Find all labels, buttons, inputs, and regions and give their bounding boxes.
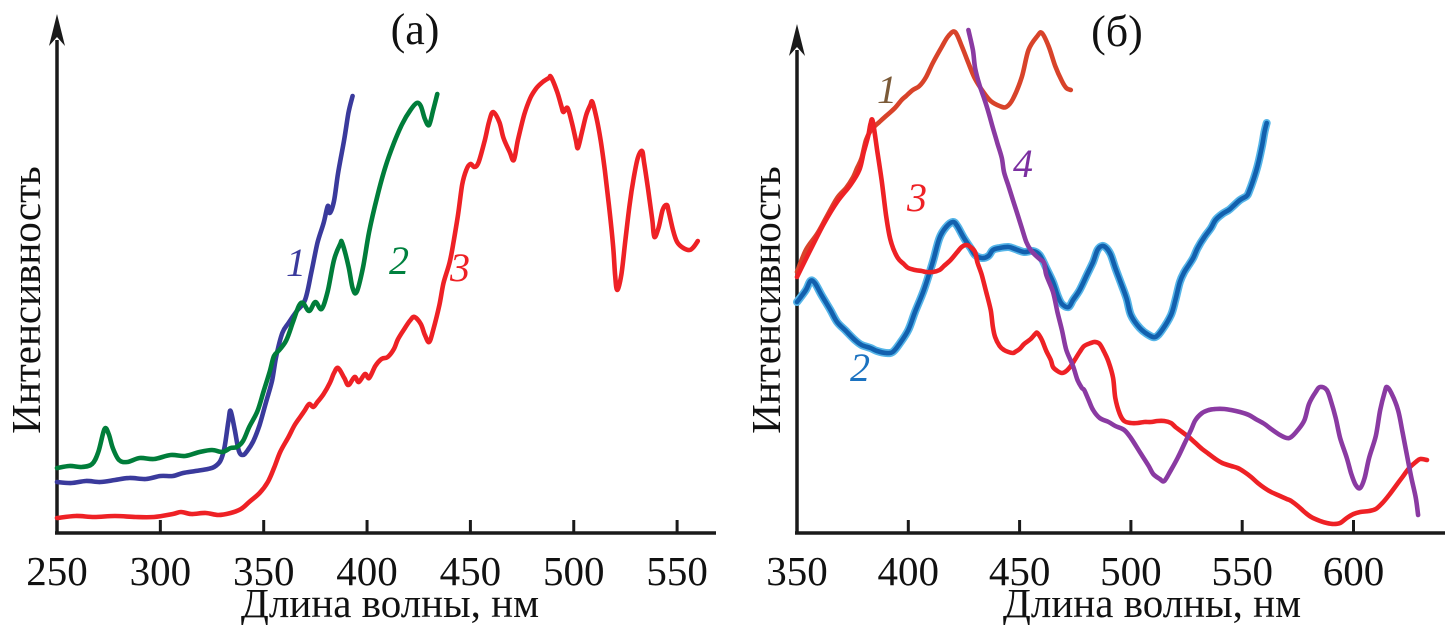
- x-tick-label-550: 550: [646, 548, 708, 594]
- x-tick-label-350: 350: [233, 548, 295, 594]
- curve-label-1: 1: [877, 67, 897, 112]
- curve-label-2: 2: [850, 345, 870, 390]
- panel-b-title: (б): [1091, 7, 1143, 56]
- panel-a-y-axis-label: Интенсивность: [3, 166, 49, 433]
- panel-b-y-axis-arrowhead: [789, 24, 805, 56]
- x-tick-label-250: 250: [26, 548, 88, 594]
- x-tick-label-300: 300: [130, 548, 192, 594]
- panel-b-curves: [793, 27, 1430, 527]
- curve-3: [794, 117, 1430, 527]
- curve-4: [966, 27, 1421, 518]
- panel-a-title: (а): [391, 5, 440, 54]
- x-tick-label-400: 400: [336, 548, 398, 594]
- curve-label-2: 2: [389, 238, 409, 283]
- panel-a-y-axis-arrowhead: [49, 14, 65, 46]
- panel-b-x-ticks: 350 400 450 500 550 600: [766, 520, 1384, 594]
- x-tick-label-400: 400: [878, 548, 940, 594]
- x-tick-label-350: 350: [766, 548, 828, 594]
- x-tick-label-600: 600: [1323, 548, 1385, 594]
- panel-b: (б) 350 400 450 500 550 600 1 2 3 4 Длина волны,…: [743, 7, 1445, 625]
- panel-b-curve-labels: 1 2 3 4: [850, 67, 1033, 390]
- panel-a-curves: [54, 73, 701, 521]
- curve-label-4: 4: [1013, 141, 1033, 186]
- curve-3: [54, 73, 701, 521]
- panel-b-y-axis-label: Интенсивность: [743, 166, 789, 433]
- curve-2: [54, 91, 440, 471]
- x-tick-label-500: 500: [543, 548, 605, 594]
- x-tick-label-500: 500: [1100, 548, 1162, 594]
- panel-b-x-axis-label: Длина волны, нм: [1003, 580, 1301, 625]
- curve-label-1: 1: [286, 240, 306, 285]
- curve-label-3: 3: [449, 245, 470, 290]
- curve-1: [54, 93, 355, 486]
- x-tick-label-450: 450: [440, 548, 502, 594]
- x-tick-label-550: 550: [1211, 548, 1273, 594]
- panel-a-x-ticks: 250 300 350 400 450 500 550: [26, 520, 708, 594]
- panel-a-x-axis-label: Длина волны, нм: [241, 580, 539, 625]
- x-tick-label-450: 450: [989, 548, 1051, 594]
- curve-2: [794, 120, 1269, 356]
- curve-label-3: 3: [906, 175, 927, 220]
- curve-1: [794, 29, 1074, 275]
